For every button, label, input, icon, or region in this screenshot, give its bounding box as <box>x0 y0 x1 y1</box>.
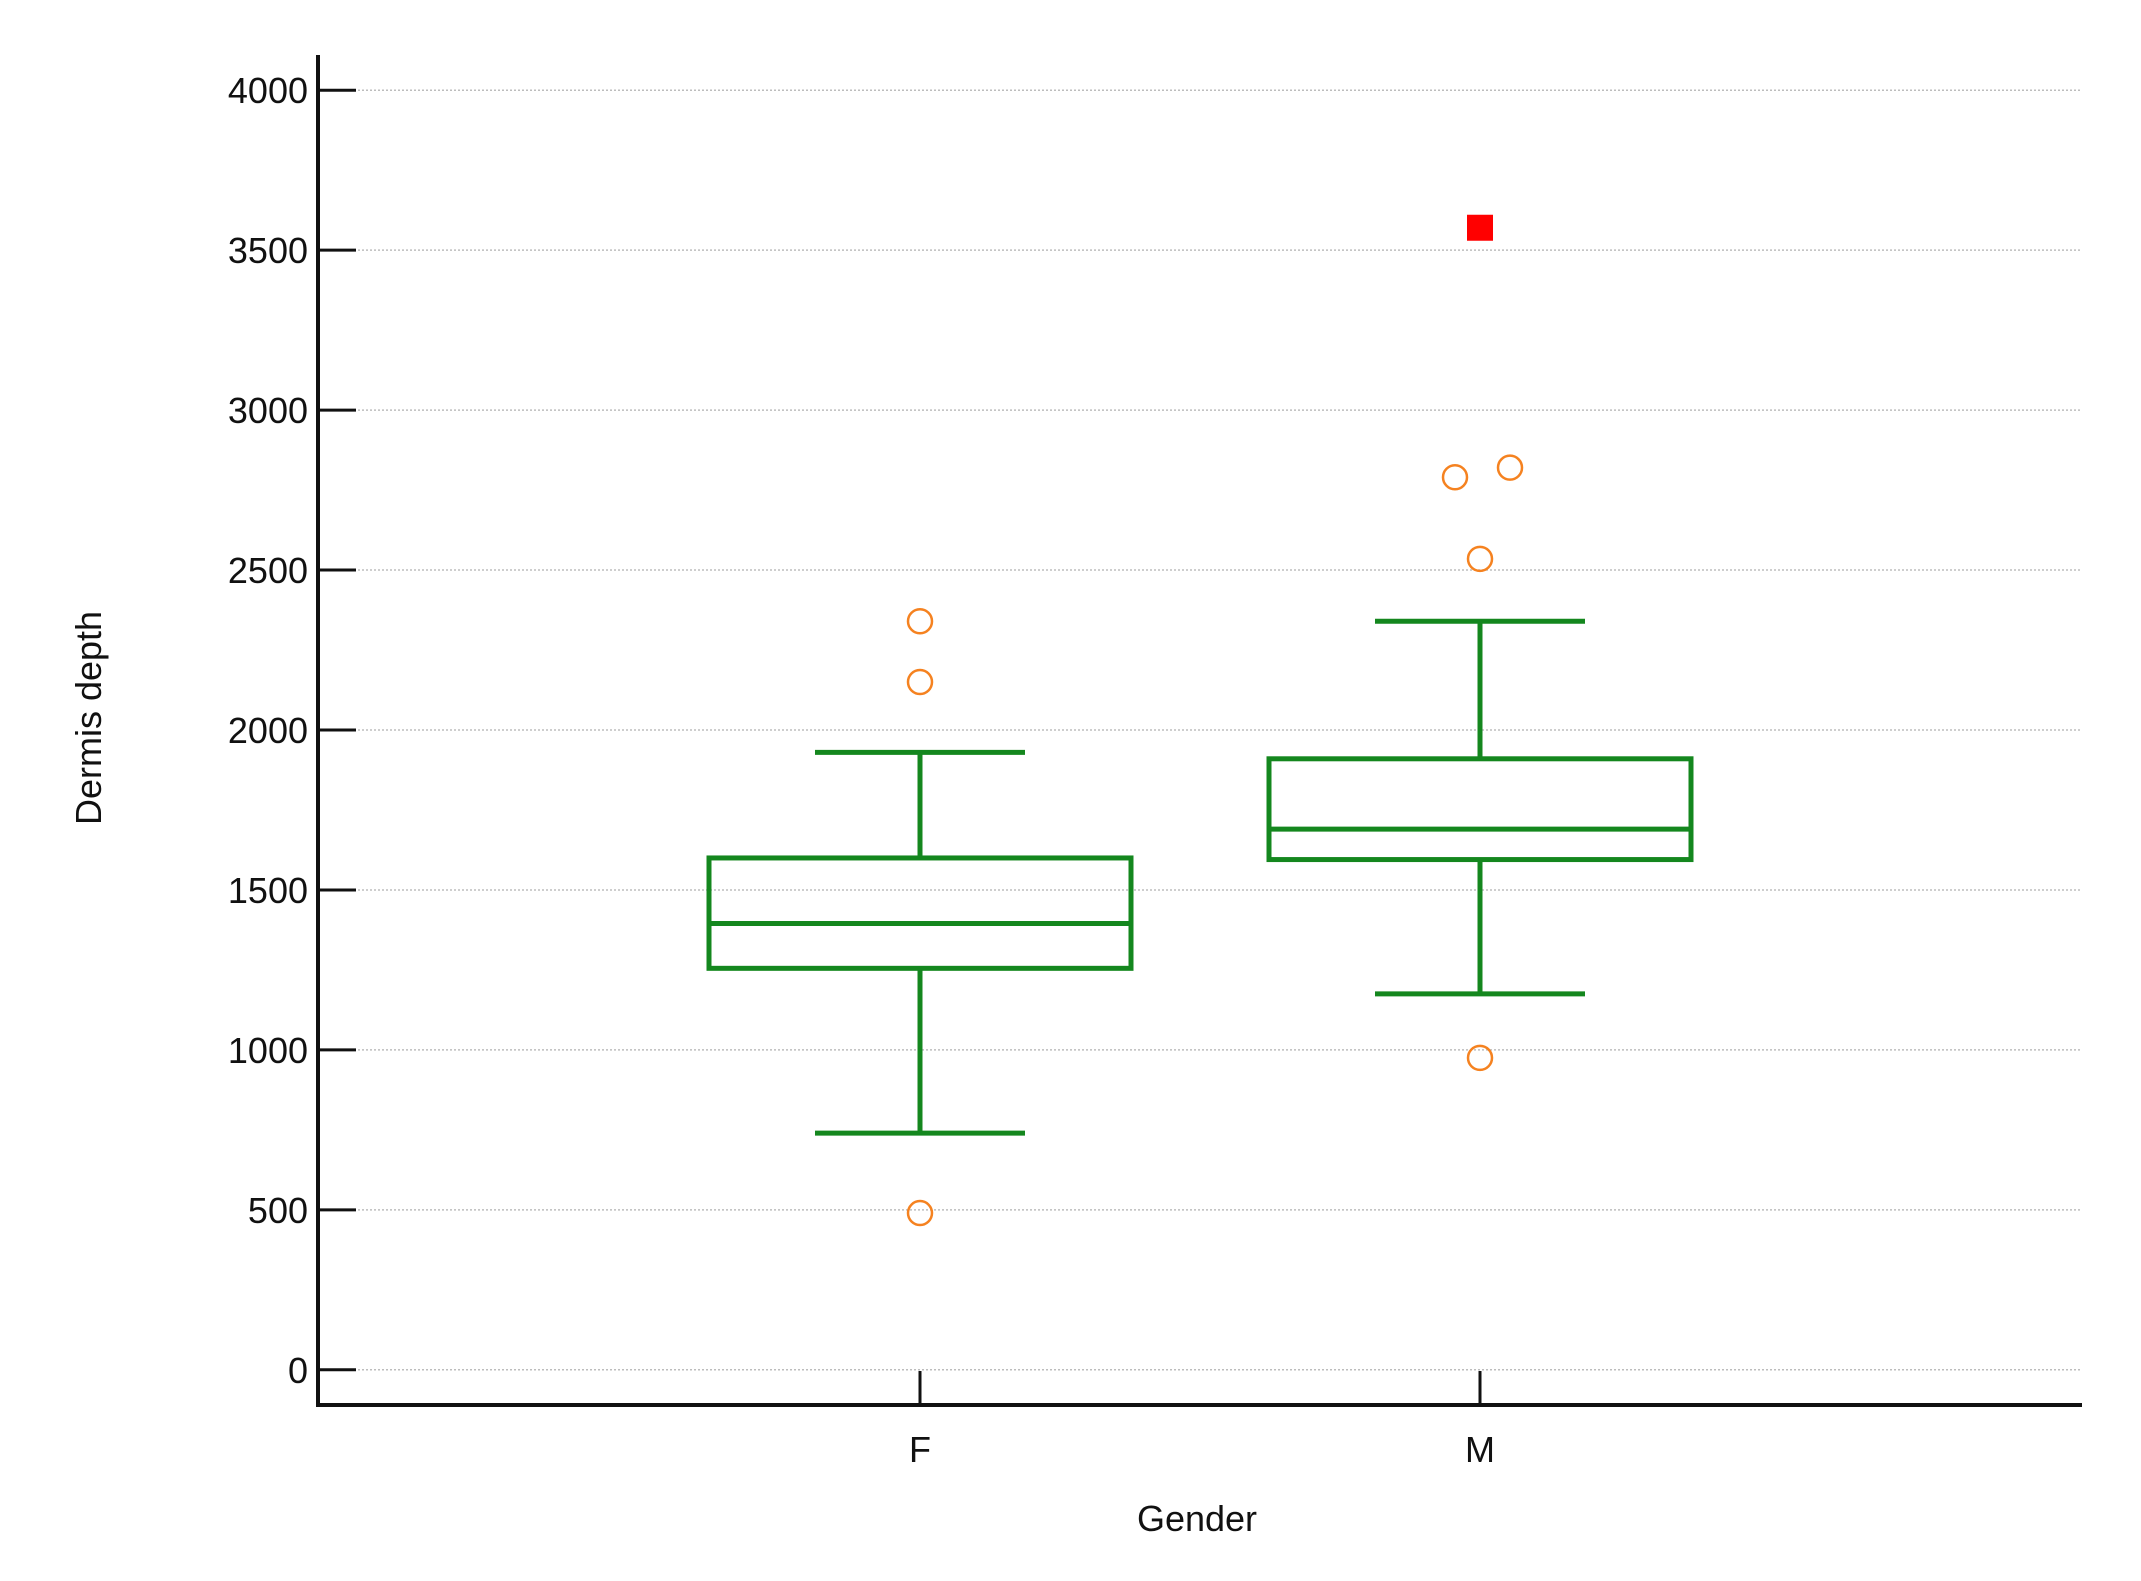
outlier-m-0 <box>1496 454 1524 481</box>
grid-lines <box>318 89 2082 1371</box>
y-axis-ticks: 0 500 1000 1500 2000 2500 3000 3500 4000 <box>228 70 356 1391</box>
y-tick-label-1000: 1000 <box>228 1030 308 1071</box>
x-tick-label-f: F <box>909 1429 931 1470</box>
box-group-m <box>1266 214 1694 1072</box>
outlier-m-3 <box>1466 1044 1494 1072</box>
outlier-m-1 <box>1441 464 1469 491</box>
iqr-box-m <box>1266 756 1694 863</box>
iqr-box-f <box>706 855 1134 971</box>
outlier-f-2 <box>906 1199 934 1227</box>
y-tick-label-3000: 3000 <box>228 390 308 431</box>
outlier-m-2 <box>1466 545 1494 573</box>
y-tick-label-2000: 2000 <box>228 710 308 751</box>
y-tick-label-3500: 3500 <box>228 230 308 271</box>
outlier-f-1 <box>906 668 934 696</box>
y-tick-label-0: 0 <box>288 1350 308 1391</box>
box-group-f <box>706 607 1134 1227</box>
y-tick-label-1500: 1500 <box>228 870 308 911</box>
y-tick-label-4000: 4000 <box>228 70 308 111</box>
y-tick-label-2500: 2500 <box>228 550 308 591</box>
far-outlier-m-0 <box>1467 214 1493 241</box>
boxes <box>706 214 1694 1227</box>
y-axis-title: Dermis depth <box>68 611 109 825</box>
y-tick-label-500: 500 <box>248 1190 308 1231</box>
x-tick-label-m: M <box>1465 1429 1495 1470</box>
x-axis-title: Gender <box>1137 1498 1257 1539</box>
outlier-f-0 <box>906 607 934 635</box>
